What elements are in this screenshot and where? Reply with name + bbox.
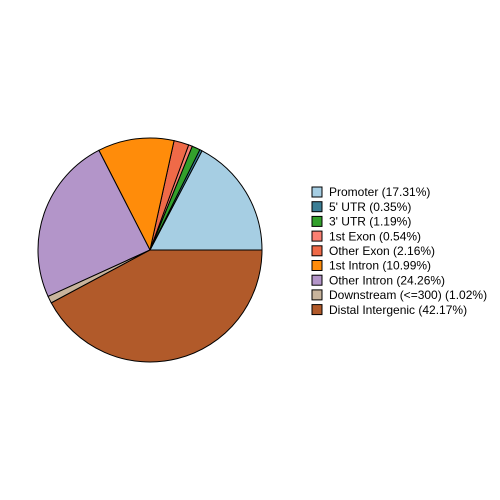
legend-label: 1st Intron (10.99%) bbox=[329, 259, 431, 273]
legend-label: 5' UTR (0.35%) bbox=[329, 200, 411, 214]
legend-swatch bbox=[311, 230, 323, 242]
legend-label: 1st Exon (0.54%) bbox=[329, 229, 421, 243]
legend-label: Other Exon (2.16%) bbox=[329, 244, 435, 258]
pie-slice bbox=[98, 137, 175, 252]
legend-label: Other Intron (24.26%) bbox=[329, 273, 445, 287]
legend-swatch bbox=[311, 304, 323, 316]
legend-swatch bbox=[311, 245, 323, 257]
legend-swatch bbox=[311, 289, 323, 301]
legend-label: Downstream (<=300) (1.02%) bbox=[329, 288, 487, 302]
pie-slice bbox=[50, 249, 263, 363]
legend-swatch bbox=[311, 186, 323, 198]
pie-slice bbox=[37, 149, 151, 298]
pie-slice bbox=[149, 150, 263, 251]
legend-swatch bbox=[311, 215, 323, 227]
legend-label: 3' UTR (1.19%) bbox=[329, 215, 411, 229]
legend-swatch bbox=[311, 274, 323, 286]
legend-swatch bbox=[311, 260, 323, 271]
legend-label: Promoter (17.31%) bbox=[329, 185, 430, 199]
legend-swatch bbox=[311, 201, 323, 213]
legend-label: Distal Intergenic (42.17%) bbox=[329, 303, 467, 317]
